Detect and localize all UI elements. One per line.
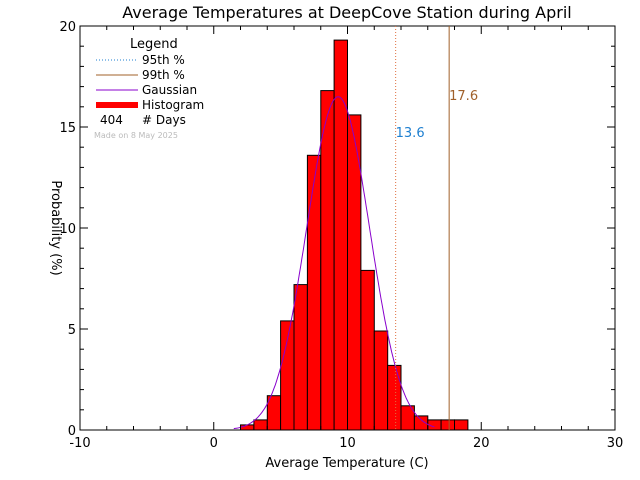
x-tick-label: 0 (210, 436, 218, 451)
chart-title: Average Temperatures at DeepCove Station… (122, 3, 572, 22)
legend-days-label: # Days (142, 113, 186, 127)
x-tick-label: -10 (69, 436, 90, 451)
histogram-bar (306, 154, 322, 431)
legend-label-histogram: Histogram (142, 98, 204, 112)
histogram-bar (240, 424, 255, 431)
y-tick-label: 0 (68, 424, 76, 439)
percentile-lines: 13.6 17.6 (395, 26, 478, 430)
x-axis-label: Average Temperature (C) (265, 456, 428, 471)
y-axis-label: Probability (%) (48, 180, 63, 275)
x-tick-label: 30 (607, 436, 624, 451)
legend: Legend 95th % 99th % Gaussian Histogram … (94, 37, 204, 140)
percentile-95-label: 13.6 (396, 126, 425, 141)
legend-title: Legend (130, 37, 178, 52)
histogram-bar (440, 419, 456, 431)
gaussian-curve-layer (233, 96, 435, 430)
histogram-bar (280, 320, 295, 431)
gaussian-curve (233, 96, 435, 430)
histogram-bar (320, 90, 335, 431)
legend-days-count: 404 (100, 113, 123, 127)
y-tick-label: 15 (59, 121, 76, 136)
histogram-bar (454, 419, 469, 431)
percentile-99-label: 17.6 (449, 89, 478, 104)
y-tick-label: 5 (68, 323, 76, 338)
histogram-bar (360, 269, 375, 431)
histogram-bar (387, 364, 402, 431)
x-tick-label: 10 (339, 436, 356, 451)
histogram-bars (240, 39, 469, 431)
legend-label-gaussian: Gaussian (142, 83, 197, 97)
histogram-bar (253, 419, 268, 431)
x-tick-label: 20 (473, 436, 490, 451)
histogram-bar (293, 284, 308, 431)
y-tick-label: 20 (59, 20, 76, 35)
legend-label-99th: 99th % (142, 68, 185, 82)
made-on-note: Made on 8 May 2025 (94, 131, 178, 140)
histogram-bar (373, 330, 389, 431)
legend-label-95th: 95th % (142, 53, 185, 67)
y-tick-label: 10 (59, 222, 76, 237)
